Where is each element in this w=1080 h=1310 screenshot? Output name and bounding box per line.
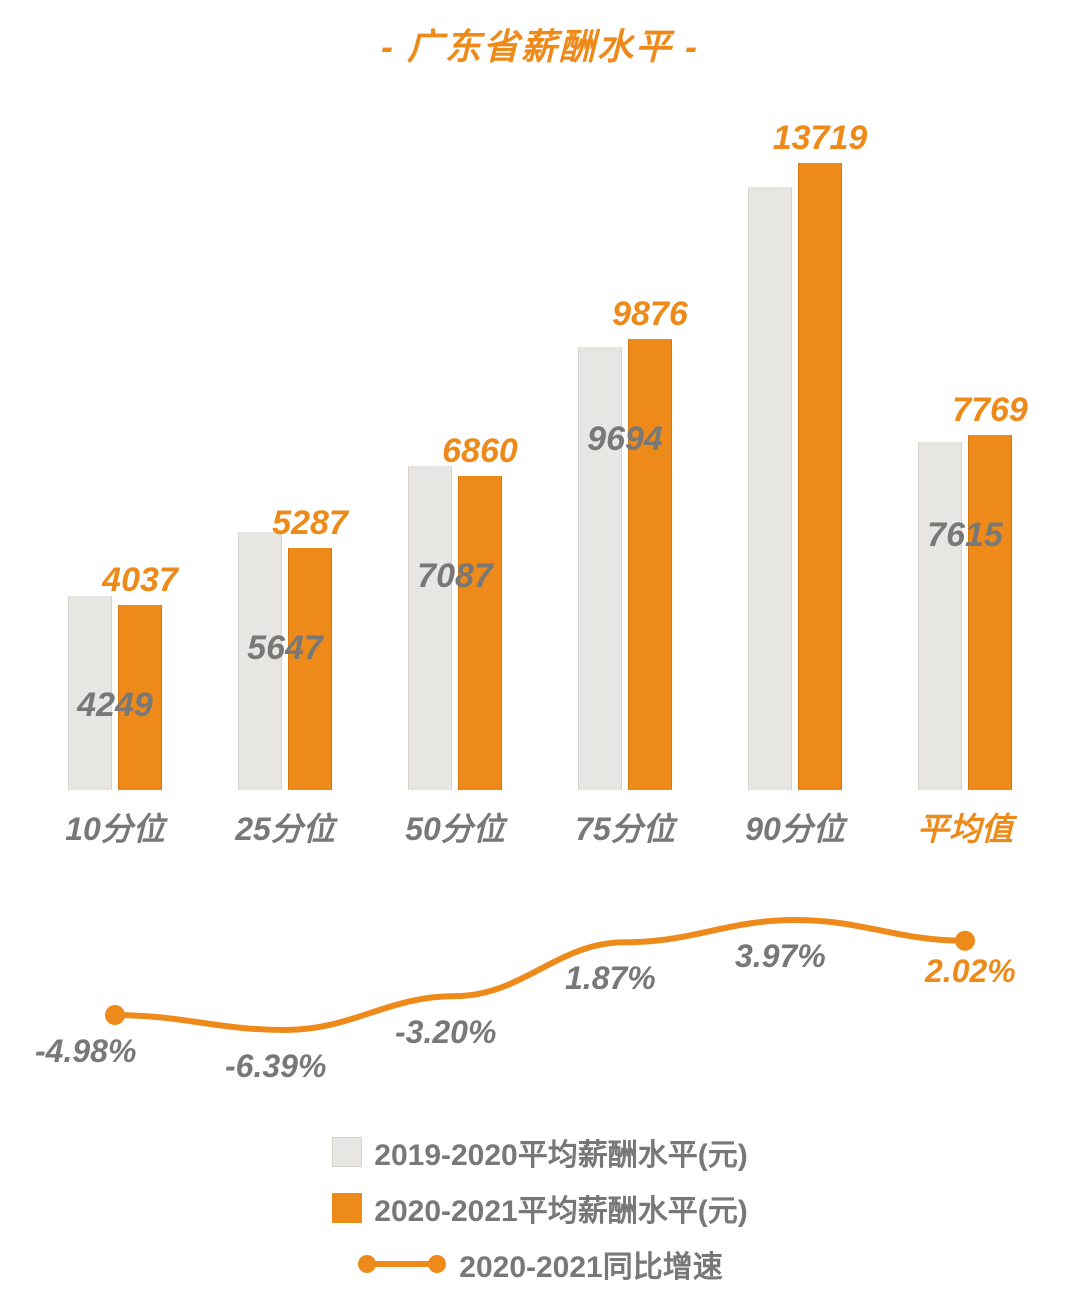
bar-value-series1: 7615 (927, 516, 1003, 555)
growth-line-chart: -4.98%-6.39%-3.20%1.87%3.97%2.02% (30, 900, 1050, 1070)
bar-series2: 9876 (628, 339, 672, 790)
growth-pct-label: -6.39% (225, 1048, 326, 1085)
category-label: 50分位 (380, 804, 530, 850)
bar-group-1: 52875647 (210, 532, 360, 790)
growth-line-marker (955, 931, 975, 951)
bar-group-3: 98769694 (550, 339, 700, 790)
bar-value-series1: 9694 (587, 420, 663, 459)
category-label: 10分位 (40, 804, 190, 850)
legend-item-2: 2020-2021平均薪酬水平(元) (332, 1186, 747, 1230)
legend-swatch-gray (332, 1137, 362, 1167)
bar-value-series1: 4249 (77, 686, 153, 725)
category-label: 25分位 (210, 804, 360, 850)
bar-value-series2: 9876 (612, 295, 688, 334)
legend-swatch-orange (332, 1193, 362, 1223)
growth-pct-label: 3.97% (735, 938, 826, 975)
growth-pct-label: 1.87% (565, 960, 656, 997)
bar-series2: 6860 (458, 476, 502, 790)
bar-group-4: 1371913195 (720, 163, 870, 790)
bar-value-series1: 7087 (417, 557, 493, 596)
category-label: 75分位 (550, 804, 700, 850)
legend-label-2: 2020-2021平均薪酬水平(元) (374, 1186, 747, 1230)
bar-value-series2: 5287 (272, 504, 348, 543)
legend-label-3: 2020-2021同比增速 (459, 1242, 722, 1286)
bar-series1 (918, 442, 962, 790)
category-label: 平均值 (890, 804, 1040, 850)
bar-series1 (578, 347, 622, 790)
bar-series1 (748, 187, 792, 790)
bar-series2: 5287 (288, 548, 332, 790)
legend: 2019-2020平均薪酬水平(元) 2020-2021平均薪酬水平(元) 20… (0, 1130, 1080, 1286)
category-label: 90分位 (720, 804, 870, 850)
bar-group-0: 40374249 (40, 596, 190, 790)
bar-value-series2: 7769 (952, 391, 1028, 430)
bar-value-series2: 4037 (102, 561, 178, 600)
bar-group-5: 77697615 (890, 435, 1040, 790)
bar-group-2: 68607087 (380, 466, 530, 790)
legend-item-3: 2020-2021同比增速 (357, 1242, 722, 1286)
growth-pct-label: -3.20% (395, 1014, 496, 1051)
growth-line-marker (105, 1005, 125, 1025)
bar-value-series2: 13719 (773, 119, 868, 158)
legend-line-marker (357, 1249, 447, 1279)
legend-item-1: 2019-2020平均薪酬水平(元) (332, 1130, 747, 1174)
legend-label-1: 2019-2020平均薪酬水平(元) (374, 1130, 747, 1174)
bar-series2: 13719 (798, 163, 842, 790)
bar-value-series2: 6860 (442, 432, 518, 471)
growth-pct-label: -4.98% (35, 1033, 136, 1070)
growth-pct-label: 2.02% (925, 953, 1016, 990)
growth-line-path (115, 920, 965, 1030)
bar-value-series1: 5647 (247, 629, 323, 668)
bar-series2: 7769 (968, 435, 1012, 790)
chart-title: - 广东省薪酬水平 - (0, 0, 1080, 70)
bar-chart: 4037424952875647686070879876969413719131… (30, 80, 1050, 850)
bar-series1 (408, 466, 452, 790)
